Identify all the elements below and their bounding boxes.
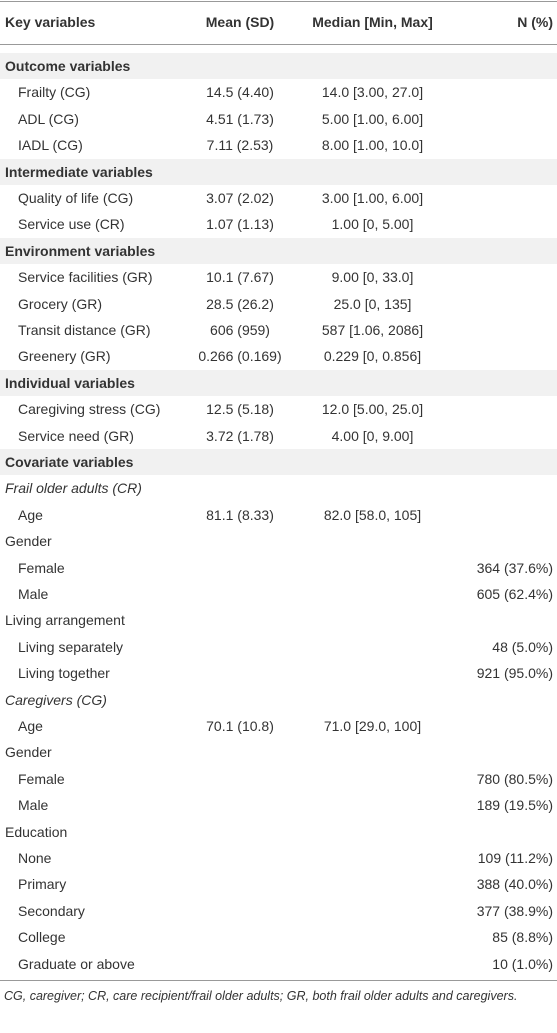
section-band xyxy=(0,237,557,265)
cell: 4.00 [0, 9.00] xyxy=(331,427,414,444)
row-label: College xyxy=(18,929,66,946)
row-label: Service use (CR) xyxy=(18,216,125,233)
footnote: CG, caregiver; CR, care recipient/frail … xyxy=(4,989,518,1003)
row-label: Quality of life (CG) xyxy=(18,190,134,206)
cell: 25.0 [0, 135] xyxy=(333,295,412,312)
cell: 364 (37.6%) xyxy=(476,559,553,576)
cell: 12.5 (5.18) xyxy=(206,401,274,418)
cell: 388 (40.0%) xyxy=(476,876,553,893)
cell: 921 (95.0%) xyxy=(476,665,553,682)
cell: 109 (11.2%) xyxy=(477,850,553,866)
cell: 14.0 [3.00, 27.0] xyxy=(321,84,424,101)
cell: 81.1 (8.33) xyxy=(206,506,274,523)
row-label: Male xyxy=(18,586,49,602)
row-label: Covariate variables xyxy=(5,454,134,470)
row-label: Individual variables xyxy=(5,374,135,391)
row-label: IADL (CG) xyxy=(18,137,83,154)
cell: 605 (62.4%) xyxy=(476,586,553,602)
cell: 587 [1.06, 2086] xyxy=(321,322,424,338)
cell: 85 (8.8%) xyxy=(492,929,553,946)
section-band xyxy=(0,53,557,80)
cell: 14.5 (4.40) xyxy=(206,84,274,101)
column-header: Mean (SD) xyxy=(205,14,275,30)
row-label: Service facilities (GR) xyxy=(18,269,153,286)
row-label: Education xyxy=(5,823,68,840)
cell: 3.00 [1.00, 6.00] xyxy=(321,190,424,206)
row-label: Transit distance (GR) xyxy=(18,322,151,338)
cell: 82.0 [58.0, 105] xyxy=(323,506,422,523)
rule xyxy=(0,1,557,2)
column-header: Median [Min, Max] xyxy=(312,14,433,30)
cell: 10 (1.0%) xyxy=(492,955,553,972)
cell: 1.00 [0, 5.00] xyxy=(331,216,414,233)
cell: 0.266 (0.169) xyxy=(198,348,282,365)
section-band xyxy=(0,449,557,476)
column-header: N (%) xyxy=(517,14,553,30)
cell: 71.0 [29.0, 100] xyxy=(323,718,422,734)
cell: 70.1 (10.8) xyxy=(206,718,274,734)
section-band xyxy=(0,369,557,397)
cell: 4.51 (1.73) xyxy=(206,110,274,127)
cell: 780 (80.5%) xyxy=(476,770,553,787)
cell: 377 (38.9%) xyxy=(476,902,553,919)
cell: 10.1 (7.67) xyxy=(206,269,274,286)
cell: 5.00 [1.00, 6.00] xyxy=(321,110,424,127)
row-label: Secondary xyxy=(18,902,85,919)
row-label: Primary xyxy=(18,876,67,893)
cell: 3.72 (1.78) xyxy=(206,427,274,444)
row-label: Age xyxy=(18,718,43,734)
rule xyxy=(0,980,557,981)
rule xyxy=(0,44,557,45)
row-label: Gender xyxy=(5,533,52,550)
row-label: Living arrangement xyxy=(5,612,125,629)
row-label: Caregiving stress (CG) xyxy=(18,401,161,418)
cell: 1.07 (1.13) xyxy=(206,216,274,233)
row-label: Male xyxy=(18,797,49,814)
row-label: Graduate or above xyxy=(18,955,135,972)
row-label: None xyxy=(18,850,52,866)
row-label: Frail older adults (CR) xyxy=(5,480,142,497)
cell: 189 (19.5%) xyxy=(476,797,553,814)
row-label: Service need (GR) xyxy=(18,427,134,444)
cell: 7.11 (2.53) xyxy=(206,137,274,154)
row-label: ADL (CG) xyxy=(18,110,79,127)
cell: 606 (959) xyxy=(210,322,270,338)
cell: 48 (5.0%) xyxy=(492,638,553,655)
column-header: Key variables xyxy=(5,14,96,30)
row-label: Outcome variables xyxy=(5,58,131,74)
row-label: Intermediate variables xyxy=(5,163,153,180)
row-label: Gender xyxy=(5,744,52,761)
row-label: Female xyxy=(18,559,65,576)
cell: 8.00 [1.00, 10.0] xyxy=(321,137,424,154)
cell: 9.00 [0, 33.0] xyxy=(331,269,414,286)
row-label: Environment variables xyxy=(5,242,156,259)
cell: 28.5 (26.2) xyxy=(206,295,274,312)
section-band xyxy=(0,158,557,185)
row-label: Living separately xyxy=(18,638,124,655)
row-label: Caregivers (CG) xyxy=(5,691,107,708)
cell: 0.229 [0, 0.856] xyxy=(323,348,422,365)
row-label: Greenery (GR) xyxy=(18,348,111,365)
row-label: Age xyxy=(18,506,43,523)
row-label: Female xyxy=(18,770,65,787)
cell: 12.0 [5.00, 25.0] xyxy=(321,401,424,418)
row-label: Grocery (GR) xyxy=(18,295,102,312)
row-label: Living together xyxy=(18,665,110,682)
cell: 3.07 (2.02) xyxy=(206,190,274,206)
row-label: Frailty (CG) xyxy=(18,84,91,101)
